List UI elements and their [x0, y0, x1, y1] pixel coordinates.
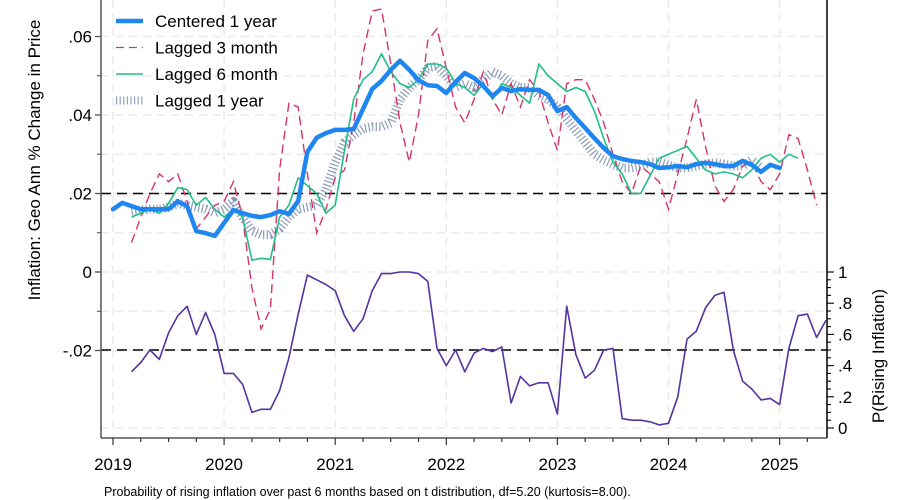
y-axis-title-left: Inflation: Geo Ann % Change in Price: [25, 20, 44, 301]
x-tick-label: 2022: [427, 455, 465, 474]
y-right-tick-label: 1: [838, 263, 847, 282]
y-tick-label: .02: [68, 185, 92, 204]
series-line-lagged-3-month: [130, 8, 818, 332]
series-line-lagged-6-month: [131, 52, 799, 262]
legend-label: Lagged 1 year: [155, 92, 264, 111]
x-tick-label: 2024: [650, 455, 688, 474]
y-axis-title-right: P(Rising Inflation): [869, 289, 888, 423]
legend-item: Lagged 6 month: [116, 65, 278, 84]
x-tick-label: 2023: [538, 455, 576, 474]
series-line-p-rising-inflation: [130, 271, 827, 426]
y-tick-label: .04: [68, 106, 92, 125]
y-tick-label: -.02: [63, 342, 92, 361]
y-right-tick-label: .6: [838, 325, 852, 344]
x-axis: 2019 2020 2021 2022 2023 2024 2025: [94, 438, 808, 474]
y-right-tick-label: .2: [838, 388, 852, 407]
x-tick-label: 2019: [94, 455, 132, 474]
y-tick-label: .06: [68, 28, 92, 47]
left-y-axis: .06 .04 .02 0 -.02: [63, 28, 101, 361]
x-tick-label: 2021: [316, 455, 354, 474]
legend: Centered 1 year Lagged 3 month Lagged 6 mo…: [116, 12, 278, 111]
series-layer: [110, 8, 827, 426]
right-y-axis: 1 .8 .6 .4 .2 0: [827, 263, 852, 438]
legend-label: Centered 1 year: [155, 12, 277, 31]
grid: [101, 0, 827, 438]
x-tick-label: 2025: [761, 455, 799, 474]
y-right-tick-label: .4: [838, 357, 852, 376]
y-right-tick-label: .8: [838, 294, 852, 313]
legend-label: Lagged 3 month: [155, 39, 278, 58]
series-line-centered-1-year: [110, 58, 782, 239]
legend-item: Lagged 1 year: [116, 92, 264, 111]
legend-label: Lagged 6 month: [155, 65, 278, 84]
plot-frame: [100, 0, 828, 439]
x-tick-label: 2020: [205, 455, 243, 474]
chart-caption: Probability of rising inflation over pas…: [104, 485, 631, 499]
legend-item: Lagged 3 month: [116, 39, 278, 58]
series-line-lagged-1-year: [130, 61, 765, 240]
y-tick-label: 0: [83, 263, 92, 282]
y-right-tick-label: 0: [838, 419, 847, 438]
legend-item: Centered 1 year: [116, 12, 277, 31]
reference-lines: [101, 192, 827, 351]
